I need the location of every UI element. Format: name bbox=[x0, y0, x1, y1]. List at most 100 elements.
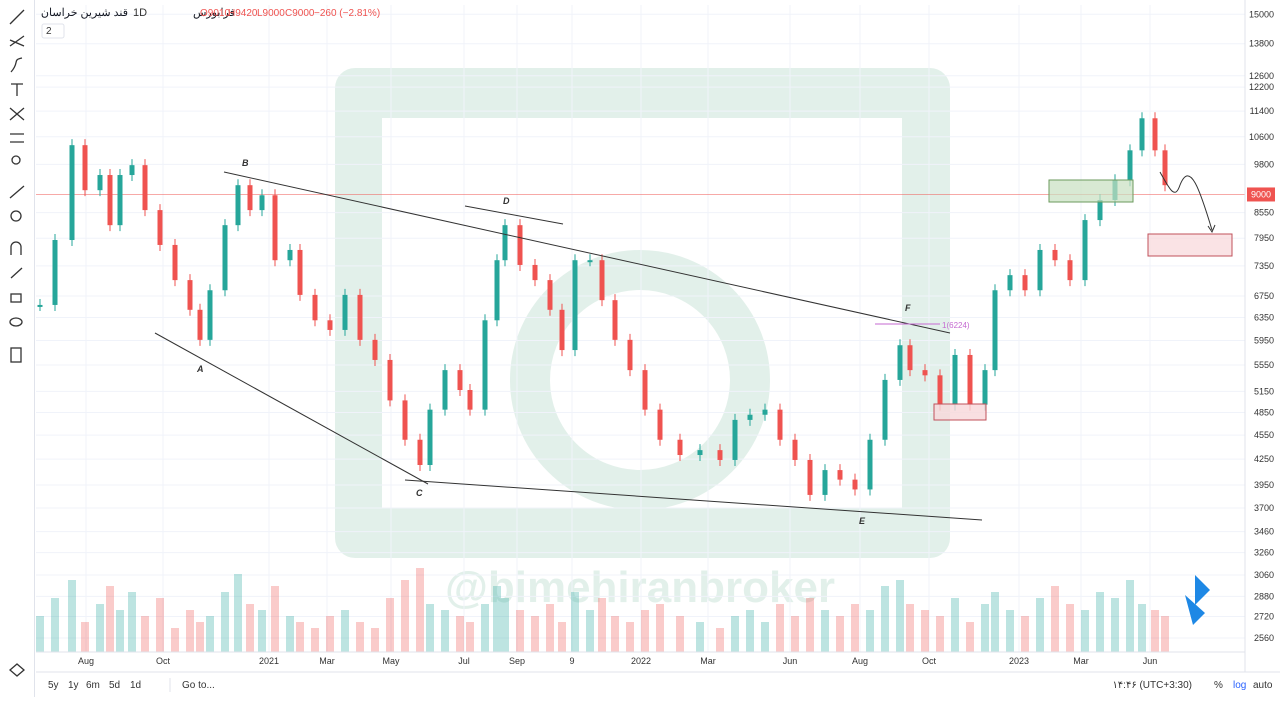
volume-bar bbox=[906, 604, 914, 652]
zone-box bbox=[933, 403, 987, 421]
volume-bar bbox=[791, 616, 799, 652]
candle bbox=[457, 370, 463, 391]
x-tick-label: Aug bbox=[78, 656, 94, 666]
indicators-toggle[interactable] bbox=[41, 23, 65, 39]
x-tick-label: Jun bbox=[1143, 656, 1158, 666]
volume-bar bbox=[731, 616, 739, 652]
candle bbox=[157, 210, 163, 245]
candle bbox=[1097, 200, 1103, 221]
y-tick-label: 12600 bbox=[1249, 71, 1274, 81]
candle bbox=[677, 439, 683, 456]
range-button[interactable]: 6m bbox=[86, 680, 100, 691]
goto-button[interactable]: Go to... bbox=[182, 680, 215, 691]
volume-bar bbox=[1036, 598, 1044, 652]
volume-bar bbox=[416, 568, 424, 652]
volume-bar bbox=[51, 598, 59, 652]
candle bbox=[312, 294, 318, 321]
volume-bar bbox=[866, 610, 874, 652]
volume-bar bbox=[386, 598, 394, 652]
volume-bar bbox=[501, 598, 509, 652]
candle bbox=[1162, 150, 1168, 186]
candle bbox=[1152, 118, 1158, 151]
volume-bar bbox=[81, 622, 89, 652]
range-button[interactable]: 5y bbox=[48, 680, 59, 691]
tool[interactable] bbox=[10, 133, 24, 143]
tool[interactable] bbox=[10, 241, 22, 255]
volume-bar bbox=[356, 622, 364, 652]
volume-bar bbox=[206, 616, 214, 652]
x-tick-label: May bbox=[382, 656, 400, 666]
tool[interactable] bbox=[10, 267, 23, 279]
tool[interactable] bbox=[10, 210, 22, 222]
volume-bar bbox=[1126, 580, 1134, 652]
candle bbox=[357, 294, 363, 340]
candle bbox=[547, 280, 553, 310]
tool[interactable] bbox=[10, 347, 22, 363]
volume-bar bbox=[401, 580, 409, 652]
volume-bar bbox=[1138, 604, 1146, 652]
percent-toggle[interactable]: % bbox=[1214, 680, 1223, 691]
volume-bar bbox=[68, 580, 76, 652]
tool[interactable] bbox=[11, 83, 23, 96]
candle bbox=[372, 339, 378, 360]
tool[interactable] bbox=[9, 317, 23, 327]
volume-bar bbox=[441, 610, 449, 652]
volume-bar bbox=[981, 604, 989, 652]
tool[interactable] bbox=[11, 155, 21, 165]
volume-bar bbox=[481, 604, 489, 652]
y-tick-label: 7350 bbox=[1254, 261, 1274, 271]
tool[interactable] bbox=[9, 9, 25, 25]
candle bbox=[822, 470, 828, 495]
x-tick-label: Aug bbox=[852, 656, 868, 666]
candle bbox=[559, 309, 565, 351]
tool[interactable] bbox=[9, 663, 25, 677]
candle bbox=[247, 185, 253, 211]
toolbar bbox=[0, 0, 35, 697]
x-tick-label: Oct bbox=[922, 656, 937, 666]
volume-bar bbox=[951, 598, 959, 652]
candle bbox=[97, 175, 103, 191]
range-button[interactable]: 5d bbox=[109, 680, 120, 691]
candle bbox=[907, 345, 913, 371]
volume-bar bbox=[466, 622, 474, 652]
wave-label: D bbox=[503, 196, 510, 206]
x-tick-label: Mar bbox=[319, 656, 335, 666]
range-button[interactable]: 1y bbox=[68, 680, 79, 691]
y-tick-label: 3700 bbox=[1254, 503, 1274, 513]
candle bbox=[1127, 150, 1133, 181]
volume-bar bbox=[1111, 598, 1119, 652]
wave-label: F bbox=[905, 303, 911, 313]
zone-box bbox=[1048, 179, 1134, 203]
tool[interactable] bbox=[9, 35, 25, 47]
candle bbox=[1052, 249, 1058, 261]
candle bbox=[402, 400, 408, 440]
candle bbox=[272, 195, 278, 261]
volume-bar bbox=[821, 610, 829, 652]
clock: ۱۴:۴۶ (UTC+3:30) bbox=[1112, 680, 1192, 691]
volume-bar bbox=[598, 598, 606, 652]
candle bbox=[37, 304, 43, 307]
candle bbox=[142, 165, 148, 211]
x-tick-label: Sep bbox=[509, 656, 525, 666]
volume-bar bbox=[341, 610, 349, 652]
tool[interactable] bbox=[10, 57, 23, 73]
footer: 5y 1y 6m 5d 1d Go to... ۱۴:۴۶ (UTC+3:30)… bbox=[48, 678, 1273, 692]
candle bbox=[427, 409, 433, 465]
range-button[interactable]: 1d bbox=[130, 680, 141, 691]
candle bbox=[467, 390, 473, 410]
volume-bar bbox=[271, 586, 279, 652]
indicators-count[interactable]: 2 bbox=[46, 26, 52, 37]
log-toggle[interactable]: log bbox=[1233, 680, 1246, 691]
tool[interactable] bbox=[9, 107, 25, 121]
candle bbox=[747, 414, 753, 420]
volume-bar bbox=[881, 586, 889, 652]
tool[interactable] bbox=[10, 293, 22, 303]
volume-bar bbox=[991, 592, 999, 652]
tool[interactable] bbox=[9, 185, 25, 199]
candle bbox=[599, 260, 605, 301]
candle bbox=[417, 439, 423, 465]
candle bbox=[697, 450, 703, 456]
auto-toggle[interactable]: auto bbox=[1253, 680, 1273, 691]
x-tick-label: Oct bbox=[156, 656, 171, 666]
candle bbox=[117, 175, 123, 226]
